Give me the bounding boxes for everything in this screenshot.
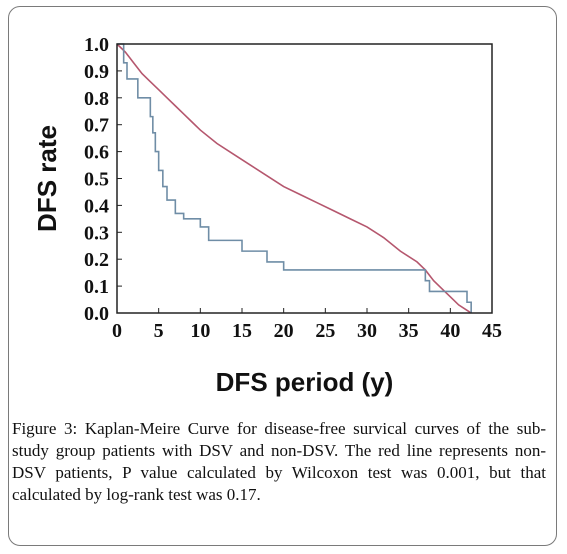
series-line-2 [117,43,472,313]
y-tick-label: 0.0 [84,303,109,325]
y-tick-label: 0.7 [84,115,109,137]
y-tick-label: 0.4 [84,195,109,217]
x-tick-label: 25 [315,320,335,342]
x-axis-label: DFS period (y) [216,367,394,397]
x-tick-label: 45 [482,320,502,342]
series-layer [116,43,472,314]
y-tick-label: 0.9 [84,61,109,83]
y-tick-label: 0.1 [84,276,109,298]
x-tick-label: 20 [274,320,294,342]
y-tick-label: 0.2 [84,249,109,271]
x-axis-ticks: 0 5 10 15 20 25 30 35 40 45 [112,308,502,342]
series-line-1 [116,43,472,314]
x-tick-label: 5 [154,320,164,342]
x-tick-label: 30 [357,320,377,342]
y-axis-label: DFS rate [32,125,62,232]
caption-label: Figure 3 [12,419,73,438]
x-tick-label: 35 [399,320,419,342]
y-tick-label: 0.8 [84,88,109,110]
y-tick-label: 0.5 [84,169,109,191]
y-tick-label: 0.6 [84,142,109,164]
x-tick-label: 10 [190,320,210,342]
x-tick-label: 15 [232,320,252,342]
caption-text: : Kaplan-Meire Curve for disease-free su… [12,419,546,504]
figure-caption: Figure 3: Kaplan-Meire Curve for disease… [12,418,546,506]
x-tick-label: 0 [112,320,122,342]
y-tick-label: 1.0 [84,34,109,56]
y-axis-ticks: 0.0 0.1 0.2 0.3 0.4 0.5 0.6 0.7 0.8 0.9 1.0 [84,34,122,325]
plot-frame [116,43,493,314]
x-tick-label: 40 [440,320,460,342]
km-chart: 0.0 0.1 0.2 0.3 0.4 0.5 0.6 0.7 0.8 0.9 1.0 0 5 10 15… [32,34,502,397]
y-tick-label: 0.3 [84,222,109,244]
figure-card [8,6,557,546]
